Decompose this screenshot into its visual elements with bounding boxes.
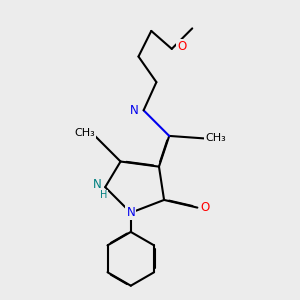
Text: O: O <box>177 40 187 53</box>
Text: H: H <box>100 190 108 200</box>
Text: CH₃: CH₃ <box>205 134 226 143</box>
Text: CH₃: CH₃ <box>74 128 95 138</box>
Text: N: N <box>130 104 139 117</box>
Text: O: O <box>200 201 210 214</box>
Text: N: N <box>126 206 135 219</box>
Text: N: N <box>93 178 102 191</box>
